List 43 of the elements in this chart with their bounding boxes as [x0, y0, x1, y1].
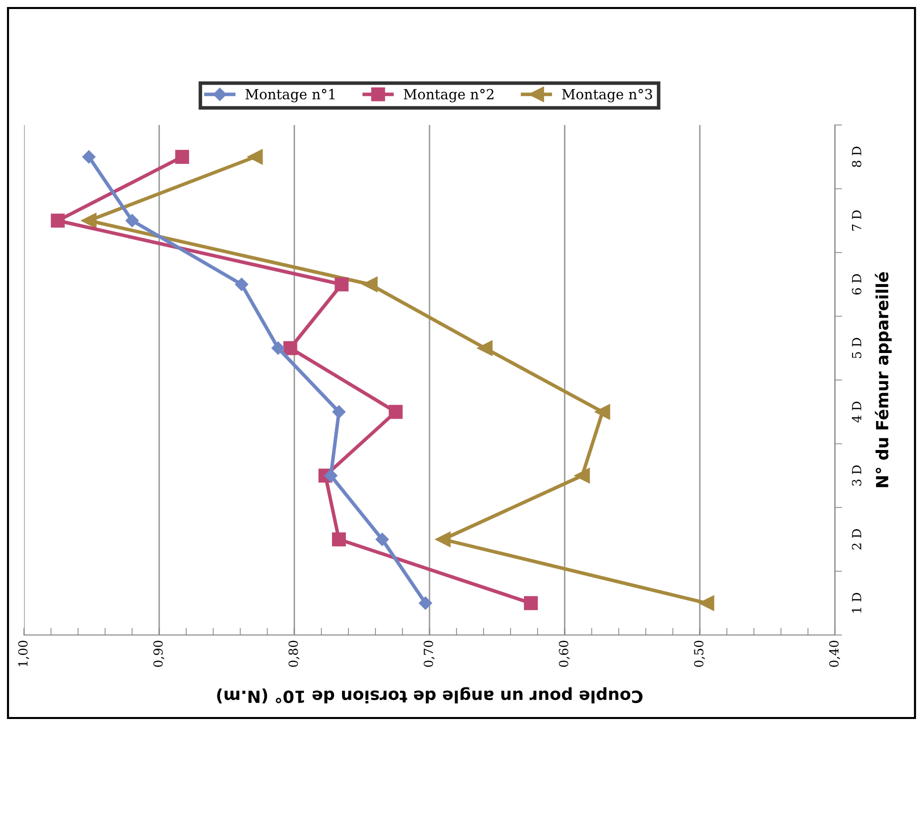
x-tick-label: 0,50: [694, 640, 705, 667]
x-tick-label: 0,60: [558, 640, 570, 667]
legend-label: Montage n°3: [562, 88, 652, 102]
point: [334, 277, 349, 292]
point: [50, 214, 65, 228]
point: [235, 278, 248, 291]
legend-label: Montage n°2: [404, 88, 494, 102]
y-tick-label: 5 D: [852, 338, 862, 358]
point: [81, 212, 97, 228]
point: [247, 149, 263, 165]
y-tick-label: 7 D: [852, 210, 862, 231]
y-tick-label: 4 D: [852, 402, 862, 422]
x-tick-label: 1,00: [18, 640, 30, 666]
x-tick-label: 0,90: [153, 640, 164, 667]
point: [362, 276, 378, 292]
point: [477, 340, 493, 356]
point: [332, 405, 346, 418]
point: [283, 341, 298, 356]
legend-label: Montage n°1: [246, 88, 334, 102]
y-tick-label: 6 D: [852, 274, 862, 295]
point: [574, 468, 590, 484]
point: [126, 214, 139, 228]
point: [388, 404, 403, 419]
point: [272, 342, 285, 355]
point: [376, 532, 389, 546]
y-tick-label: 1 D: [852, 592, 862, 613]
y-tick-label: 3 D: [852, 465, 862, 486]
point: [594, 404, 610, 420]
x-tick-label: 0,80: [288, 640, 300, 667]
y-tick-label: 8 D: [852, 146, 862, 168]
point: [324, 469, 338, 482]
point: [332, 532, 346, 546]
point: [418, 596, 432, 610]
point: [82, 150, 96, 164]
point: [524, 596, 538, 610]
y-tick-label: 2 D: [852, 529, 862, 550]
y-axis-title: N° du Fémur appareillé: [874, 272, 892, 488]
x-tick-label: 0,70: [424, 640, 435, 667]
x-tick-label: 0,40: [829, 640, 840, 667]
point: [435, 532, 451, 548]
x-axis-title: Couple pour un angle de torsion de 10° (N.m): [217, 687, 642, 704]
point: [698, 595, 714, 611]
point: [175, 150, 190, 164]
